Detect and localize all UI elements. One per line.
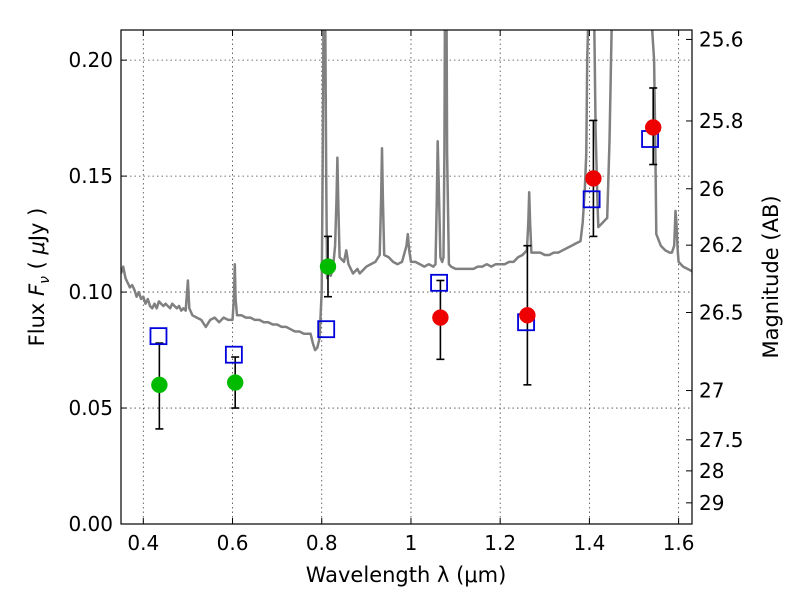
observed-flux-marker (319, 258, 337, 275)
y-tick-label: 0.15 (68, 164, 113, 188)
magnitude-tick-label: 27.5 (699, 428, 744, 452)
magnitude-axis-label: Magnitude (AB) (759, 195, 783, 358)
axis-ticks: 0.4 0.6 0.8 1 1.2 1.4 1.6 0.00 0.05 0.10 0.15 0.20 2… (68, 27, 743, 555)
magnitude-tick-label: 26 (699, 177, 724, 201)
model-square-marker (582, 190, 601, 209)
y-tick-label: 0.10 (68, 280, 113, 304)
plot-area (121, 30, 692, 430)
y-tick-label: 0.00 (68, 512, 113, 536)
observed-flux-marker (151, 376, 168, 394)
magnitude-tick-label: 26.2 (699, 233, 744, 257)
observed-flux-marker (585, 170, 602, 187)
y-axis-label: Flux Fν ( μJy ) (25, 208, 53, 347)
magnitude-tick-label: 26.5 (699, 300, 744, 324)
y-tick-label: 0.20 (68, 48, 113, 72)
magnitude-tick-label: 25.6 (699, 27, 744, 51)
magnitude-tick-label: 25.8 (699, 109, 744, 133)
y-tick-label: 0.05 (68, 396, 113, 420)
x-tick-label: 0.8 (306, 531, 338, 555)
model-square-marker (149, 327, 168, 346)
magnitude-tick-label: 27 (699, 379, 724, 403)
observed-flux-marker (519, 307, 536, 324)
grid (121, 30, 692, 525)
observed-flux-marker (644, 119, 662, 136)
model-square-marker (317, 320, 336, 339)
x-tick-label: 1 (405, 531, 418, 555)
observed-flux-marker (226, 374, 244, 391)
spectrum-line (121, 30, 692, 352)
model-square-marker (430, 273, 448, 292)
x-tick-label: 0.6 (217, 531, 249, 555)
x-tick-label: 1.4 (573, 531, 605, 555)
magnitude-tick-label: 29 (699, 491, 724, 515)
x-tick-label: 1.6 (663, 531, 695, 555)
observed-flux-marker (432, 309, 449, 326)
x-tick-label: 1.2 (484, 531, 516, 555)
x-axis-label: Wavelength λ (μm) (306, 563, 507, 587)
magnitude-tick-label: 28 (699, 459, 724, 483)
model-square-marker (224, 345, 243, 364)
x-tick-label: 0.4 (127, 531, 159, 555)
plot-frame (120, 29, 693, 525)
